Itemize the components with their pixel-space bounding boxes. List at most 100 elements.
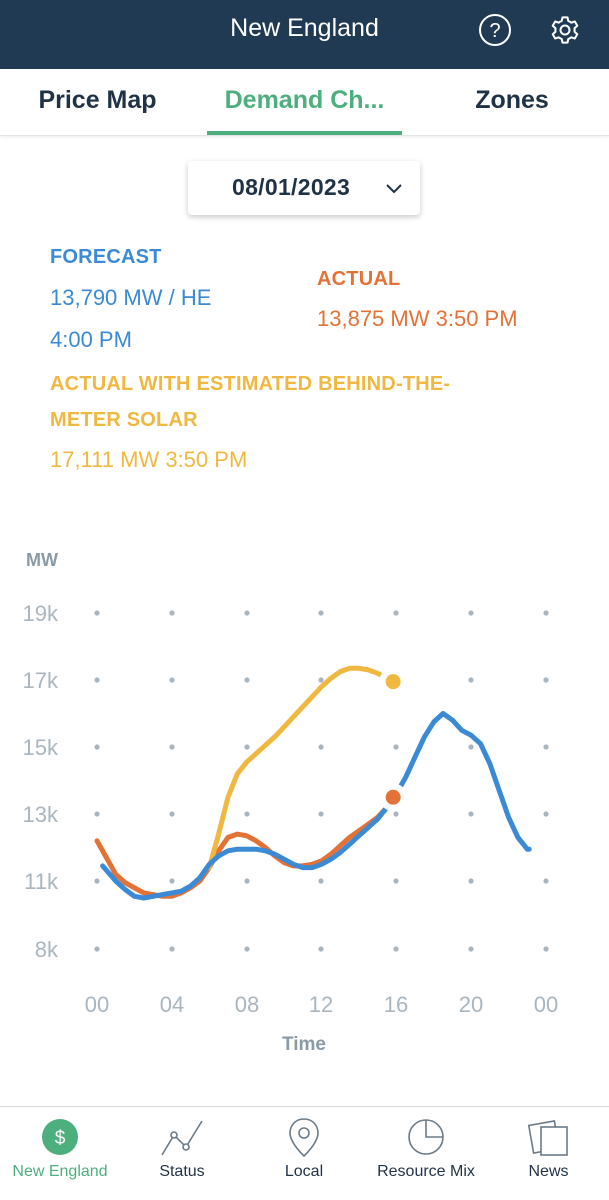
date-dropdown[interactable]: 08/01/2023 <box>188 161 420 215</box>
grid-dot <box>543 610 549 616</box>
tab-demand-chart[interactable]: Demand Ch... <box>224 86 385 114</box>
grid-dot <box>318 677 324 683</box>
dollar-circle-icon: $ <box>42 1119 78 1155</box>
grid-dot <box>169 610 175 616</box>
x-tick-label: 08 <box>235 992 259 1017</box>
actual-label: ACTUAL <box>317 268 401 290</box>
x-tick-label: 16 <box>384 992 408 1017</box>
forecast-label: FORECAST <box>50 246 162 268</box>
grid-dot <box>94 677 100 683</box>
nav-local[interactable]: Local <box>244 1107 364 1200</box>
header-title: New England <box>230 14 379 42</box>
active-tab-indicator <box>207 131 402 135</box>
grid-dot <box>468 811 474 817</box>
grid-dot <box>94 946 100 952</box>
svg-text:$: $ <box>55 1128 66 1149</box>
grid-dot <box>543 878 549 884</box>
nav-label-local: Local <box>284 1163 324 1180</box>
grid-dot <box>543 946 549 952</box>
actual-value: 13,875 MW 3:50 PM <box>317 306 518 331</box>
grid-dot <box>169 677 175 683</box>
line-graph-icon <box>161 1120 203 1156</box>
actual-btm-value: 17,111 MW 3:50 PM <box>50 447 248 472</box>
app-header: New England ? <box>0 0 609 69</box>
grid-dot <box>543 811 549 817</box>
grid-dot <box>244 677 250 683</box>
forecast-time: 4:00 PM <box>50 327 132 352</box>
grid-dot <box>94 610 100 616</box>
grid-dot <box>94 811 100 817</box>
x-tick-label: 00 <box>85 992 109 1017</box>
x-tick-label: 20 <box>459 992 483 1017</box>
grid-dot <box>244 878 250 884</box>
grid-dot <box>318 878 324 884</box>
chevron-down-icon <box>386 184 402 194</box>
grid-dot <box>169 811 175 817</box>
nav-resource-mix[interactable]: Resource Mix <box>366 1107 486 1200</box>
grid-dot <box>318 946 324 952</box>
nav-label-status: Status <box>159 1163 205 1180</box>
grid-dot <box>169 878 175 884</box>
actual-marker <box>379 783 408 812</box>
x-tick-label: 04 <box>160 992 184 1017</box>
y-axis-title: MW <box>26 550 58 570</box>
grid-dot <box>468 744 474 750</box>
gear-icon[interactable] <box>548 13 582 47</box>
grid-dot <box>244 811 250 817</box>
grid-dot <box>468 677 474 683</box>
grid-dot <box>94 878 100 884</box>
forecast-value: 13,790 MW / HE <box>50 285 212 310</box>
y-tick-label: 15k <box>23 735 59 760</box>
tab-price-map[interactable]: Price Map <box>38 86 157 114</box>
date-value: 08/01/2023 <box>232 174 351 200</box>
nav-label-resource-mix: Resource Mix <box>377 1163 475 1180</box>
actual-btm-line <box>206 665 396 871</box>
nav-new-england[interactable]: $ New England <box>0 1107 120 1200</box>
grid-dot <box>169 744 175 750</box>
actual-line <box>94 794 396 899</box>
grid-dot <box>543 744 549 750</box>
nav-status[interactable]: Status <box>122 1107 242 1200</box>
demand-chart: MW Time 19k 17k 15k 13k 11k 8k 00 04 08 12 16 20 00 <box>23 550 559 1055</box>
tab-bar: Price Map Demand Ch... Zones <box>0 69 609 136</box>
help-circle-icon[interactable]: ? <box>478 13 512 47</box>
pie-chart-icon <box>408 1119 444 1155</box>
grid-dot <box>393 878 399 884</box>
x-tick-label: 00 <box>534 992 558 1017</box>
grid-dot <box>318 811 324 817</box>
tab-zones[interactable]: Zones <box>475 86 549 114</box>
actual-btm-label: ACTUAL WITH ESTIMATED BEHIND-THE- <box>50 373 451 395</box>
map-pin-icon <box>289 1118 319 1157</box>
grid-dot <box>393 744 399 750</box>
grid-dot <box>468 610 474 616</box>
y-tick-label: 13k <box>23 802 59 827</box>
grid-dot <box>318 610 324 616</box>
x-tick-label: 12 <box>309 992 333 1017</box>
y-tick-label: 19k <box>23 601 59 626</box>
grid-dot <box>94 744 100 750</box>
news-pages-icon <box>527 1120 568 1156</box>
bottom-nav: $ New England Status Local Resource Mix … <box>0 1106 609 1200</box>
grid-dot <box>393 811 399 817</box>
y-tick-label: 8k <box>35 937 59 962</box>
grid-dot <box>543 677 549 683</box>
grid-dot <box>244 946 250 952</box>
grid-dot <box>393 610 399 616</box>
grid-dot <box>169 946 175 952</box>
actual-btm-label-2: METER SOLAR <box>50 409 198 431</box>
nav-label-news: News <box>528 1163 569 1180</box>
grid-dot <box>318 744 324 750</box>
actual-btm-marker <box>379 667 408 696</box>
y-tick-label: 11k <box>24 869 59 894</box>
grid-dot <box>468 946 474 952</box>
grid-dot <box>244 744 250 750</box>
nav-news[interactable]: News <box>488 1107 609 1200</box>
y-tick-label: 17k <box>23 668 59 693</box>
nav-label-new-england: New England <box>12 1163 108 1180</box>
forecast-line <box>100 711 532 901</box>
grid-dot <box>393 946 399 952</box>
grid-dot <box>244 610 250 616</box>
svg-text:?: ? <box>489 20 500 42</box>
x-axis-title: Time <box>282 1034 326 1055</box>
grid-dot <box>468 878 474 884</box>
